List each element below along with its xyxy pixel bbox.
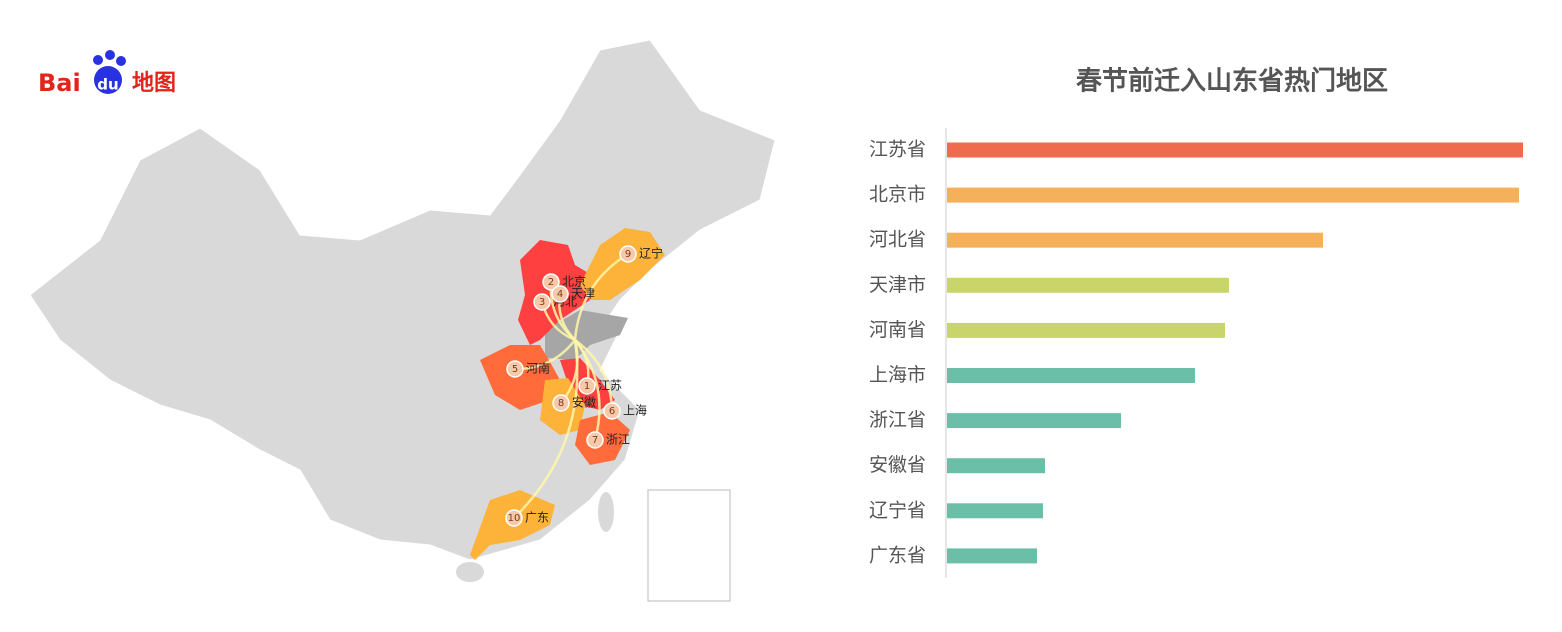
rank-number: 2	[548, 277, 554, 288]
bar	[947, 142, 1523, 158]
bar	[947, 232, 1323, 248]
rank-marker	[533, 293, 551, 311]
logo-paw	[93, 55, 103, 65]
bar	[947, 187, 1519, 203]
rank-number: 1	[584, 381, 590, 392]
rank-number: 4	[557, 289, 563, 300]
rank-marker	[619, 245, 637, 263]
category-label: 天津市	[869, 274, 926, 296]
rank-number: 10	[508, 513, 521, 524]
category-label: 安徽省	[869, 454, 926, 476]
rank-number: 5	[512, 364, 518, 375]
rank-marker	[506, 360, 524, 378]
rank-number: 7	[592, 435, 598, 446]
rank-number: 9	[625, 249, 631, 260]
bar	[947, 322, 1225, 338]
inset-box	[647, 489, 731, 602]
province-name: 江苏	[598, 379, 622, 393]
province-name: 广东	[525, 511, 549, 525]
rank-marker	[505, 509, 523, 527]
bar	[947, 548, 1037, 564]
rank-marker	[551, 285, 569, 303]
shandong	[545, 310, 628, 360]
rank-number: 3	[539, 297, 545, 308]
province-name: 河南	[526, 361, 550, 376]
rank-marker	[586, 431, 604, 449]
category-label: 辽宁省	[869, 499, 926, 521]
province-henan	[480, 345, 560, 410]
rank-marker	[603, 402, 621, 420]
flow-line	[574, 338, 614, 412]
logo-product: 地图	[132, 71, 176, 96]
logo-du: du	[97, 76, 118, 94]
hainan	[456, 562, 484, 582]
rank-marker	[542, 273, 560, 291]
china-outline	[29, 39, 776, 561]
logo-paw	[105, 50, 115, 60]
category-label: 江苏省	[869, 139, 926, 161]
province-name: 安徽	[572, 395, 596, 410]
category-label: 北京市	[869, 184, 926, 206]
logo-paw	[94, 66, 122, 94]
bar	[947, 277, 1229, 293]
category-label: 河北省	[869, 229, 926, 251]
bar	[947, 458, 1045, 474]
province-name: 上海	[623, 403, 647, 418]
logo-paw	[116, 56, 126, 66]
flow-line	[573, 252, 629, 341]
category-label: 广东省	[869, 544, 926, 566]
bar	[947, 368, 1195, 383]
bar	[947, 413, 1121, 429]
province-liaoning	[580, 228, 665, 300]
province-name: 天津	[571, 287, 595, 301]
logo: Bai du 地图	[38, 50, 176, 97]
chart-title: 春节前迁入山东省热门地区	[1076, 66, 1388, 97]
province-name: 辽宁	[639, 246, 663, 261]
province-name: 浙江	[606, 433, 630, 447]
logo-brand: Bai	[38, 69, 81, 97]
flow-line	[574, 339, 601, 441]
rank-number: 8	[558, 398, 564, 409]
rank-marker	[578, 377, 596, 395]
bar	[947, 503, 1043, 519]
taiwan	[598, 492, 614, 532]
category-label: 上海市	[869, 364, 926, 386]
category-label: 浙江省	[869, 409, 926, 431]
rank-number: 6	[609, 406, 615, 417]
flow-line	[513, 339, 579, 519]
rank-marker	[552, 394, 570, 412]
province-name: 北京	[562, 275, 586, 289]
category-label: 河南省	[869, 319, 926, 341]
